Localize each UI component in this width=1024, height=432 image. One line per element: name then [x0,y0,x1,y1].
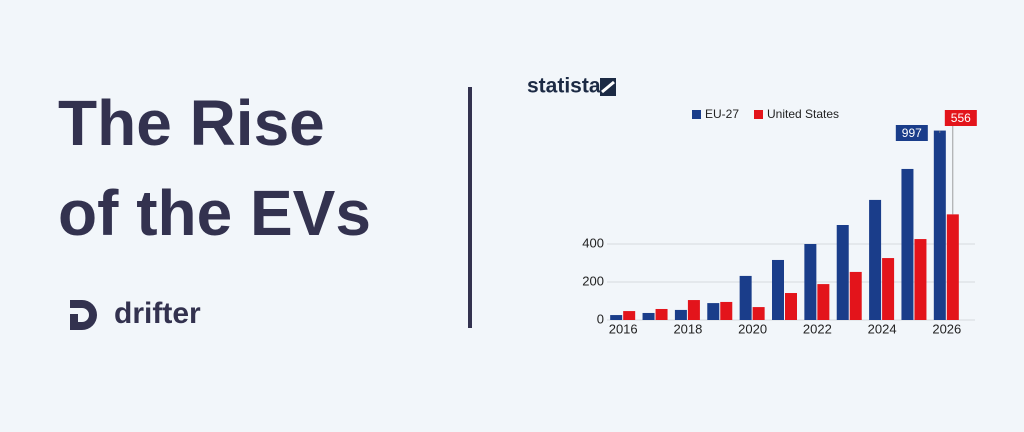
y-tick-label: 0 [597,311,604,326]
bar [739,275,752,320]
y-tick-label: 400 [582,235,604,250]
bar [946,214,959,320]
bar [707,303,720,320]
source-icon-stroke [601,80,615,94]
bar [849,271,862,320]
bar [655,308,668,320]
data-label: 997 [902,126,922,140]
source-logo: statista [527,75,601,98]
legend-label: EU-27 [705,107,739,121]
x-tick-label: 2020 [738,321,767,336]
x-tick-label: 2016 [609,321,638,336]
bar [836,225,849,320]
x-tick-label: 2026 [932,321,961,336]
bar [817,284,830,320]
bar [772,259,784,320]
bar [674,309,687,320]
x-tick-label: 2018 [673,321,702,336]
bar [720,301,733,320]
bar [804,244,817,320]
bar [785,293,797,320]
label-box [944,110,977,126]
label-box [895,125,928,141]
y-tick-label: 200 [582,273,604,288]
legend-swatch [754,110,763,119]
chart: 0 200 400 EU-27 United States 2016 2018 2020 202… [582,107,977,336]
bar [752,307,765,320]
bar [914,239,927,320]
bar [869,199,882,320]
headline: The Rise [58,87,325,159]
legend-label: United States [767,107,839,121]
bar [901,168,914,320]
bar [687,300,700,320]
bar [623,311,636,320]
x-tick-label: 2022 [803,321,832,336]
legend-swatch [692,110,701,119]
bar [610,315,623,320]
brand-logo: drifter [70,297,201,330]
brand-name: drifter [114,297,201,330]
brand-icon [70,300,97,330]
bar [642,312,655,320]
headline: of the EVs [58,177,371,249]
bar [882,258,895,320]
bar [933,130,946,320]
data-label: 556 [951,111,971,125]
x-tick-label: 2024 [868,321,897,336]
